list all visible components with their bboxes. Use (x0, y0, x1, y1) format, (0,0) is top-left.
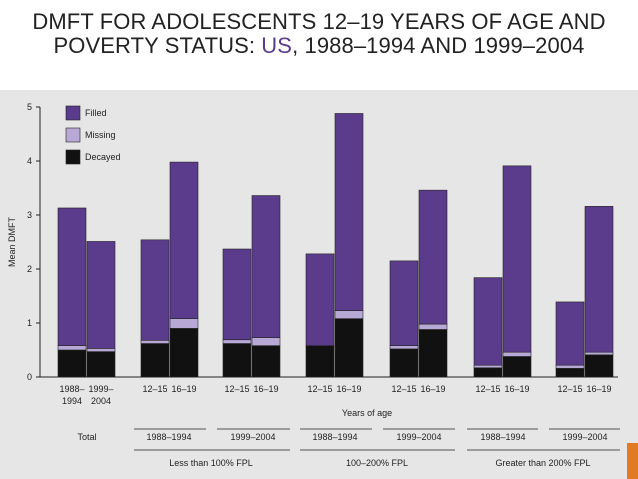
bar-segment-filled (334, 113, 364, 311)
x-tick-label: 1988– (59, 384, 84, 394)
y-tick-label: 4 (27, 156, 32, 166)
bar-segment-decayed (57, 349, 87, 378)
slide-title-highlight: US (261, 33, 293, 58)
bar-segment-decayed (86, 351, 116, 378)
slide-title-text-end: , 1988–1994 AND 1999–2004 (292, 33, 585, 58)
slide-title-text: DMFT FOR ADOLESCENTS 12–19 YEARS OF AGE … (32, 9, 606, 58)
x-tick-label: 16–19 (586, 384, 611, 394)
x-tick-label: 1994 (62, 396, 82, 406)
x-tick-label: 16–19 (253, 384, 278, 394)
bar-segment-decayed (473, 367, 503, 378)
x-tick-label: 12–15 (142, 384, 167, 394)
y-tick-label: 0 (27, 372, 32, 382)
legend-label: Filled (85, 108, 107, 118)
bar-segment-filled (57, 207, 87, 346)
x-tick-label: 16–19 (504, 384, 529, 394)
bar-segment-filled (584, 206, 614, 353)
bar-segment-decayed (584, 354, 614, 378)
bar-segment-filled (418, 189, 448, 325)
y-tick-label: 3 (27, 210, 32, 220)
bar-segment-missing (334, 310, 364, 319)
bar-segment-filled (86, 241, 116, 349)
bar-segment-filled (502, 165, 532, 353)
bar-segment-missing (57, 345, 87, 351)
period-label: 1999–2004 (396, 432, 441, 442)
bar-segment-filled (389, 260, 419, 346)
poverty-group-label: 100–200% FPL (346, 458, 408, 468)
bar-segment-filled (251, 195, 281, 338)
period-label: Total (77, 432, 96, 442)
y-tick-label: 2 (27, 264, 32, 274)
bar-segment-decayed (418, 329, 448, 378)
bar-segment-missing (169, 318, 199, 329)
x-tick-label: 12–15 (224, 384, 249, 394)
bar-segment-missing (251, 337, 281, 346)
bar-segment-filled (555, 301, 585, 366)
bar-segment-filled (473, 277, 503, 366)
bar-segment-decayed (305, 345, 335, 378)
bar-segment-filled (222, 248, 252, 341)
title-band: DMFT FOR ADOLESCENTS 12–19 YEARS OF AGE … (0, 0, 638, 90)
x-tick-label: 12–15 (307, 384, 332, 394)
bar-segment-missing (86, 348, 116, 352)
y-tick-label: 5 (27, 102, 32, 112)
period-label: 1999–2004 (562, 432, 607, 442)
period-label: 1988–1994 (312, 432, 357, 442)
bar-segment-missing (418, 323, 448, 330)
legend-label: Decayed (85, 152, 121, 162)
x-tick-label: 2004 (91, 396, 111, 406)
y-axis-title: Mean DMFT (7, 217, 17, 268)
legend-swatch (65, 127, 81, 143)
bar-segment-missing (140, 339, 170, 344)
bar-segment-decayed (140, 343, 170, 378)
bar-segment-decayed (555, 368, 585, 378)
period-label: 1988–1994 (480, 432, 525, 442)
x-tick-label: 16–19 (420, 384, 445, 394)
bar-segment-decayed (222, 343, 252, 378)
period-label: 1988–1994 (146, 432, 191, 442)
bar-segment-decayed (502, 356, 532, 378)
bar-segment-missing (473, 364, 503, 369)
slide-title: DMFT FOR ADOLESCENTS 12–19 YEARS OF AGE … (0, 10, 638, 58)
bar-segment-decayed (251, 345, 281, 378)
bar-segment-missing (502, 351, 532, 357)
legend-swatch (65, 105, 81, 121)
bar-segment-filled (305, 253, 335, 346)
period-label: 1999–2004 (230, 432, 275, 442)
x-tick-label: 12–15 (475, 384, 500, 394)
x-tick-label: 12–15 (391, 384, 416, 394)
x-tick-label: 1999– (88, 384, 113, 394)
bar-segment-missing (555, 364, 585, 369)
x-tick-label: 16–19 (171, 384, 196, 394)
x-axis-title: Years of age (342, 408, 392, 418)
legend-label: Missing (85, 130, 116, 140)
poverty-group-label: Greater than 200% FPL (495, 458, 590, 468)
legend-swatch (65, 149, 81, 165)
y-tick-label: 1 (27, 318, 32, 328)
x-tick-label: 12–15 (557, 384, 582, 394)
bar-segment-filled (140, 239, 170, 341)
bar-segment-decayed (334, 318, 364, 378)
bar-segment-missing (222, 339, 252, 344)
bar-segment-decayed (169, 328, 199, 378)
poverty-group-label: Less than 100% FPL (169, 458, 253, 468)
accent-bar (627, 443, 638, 479)
bar-segment-decayed (389, 348, 419, 378)
x-tick-label: 16–19 (336, 384, 361, 394)
bar-segment-filled (169, 161, 199, 319)
bar-segment-missing (389, 345, 419, 350)
bar-segment-missing (584, 351, 614, 356)
